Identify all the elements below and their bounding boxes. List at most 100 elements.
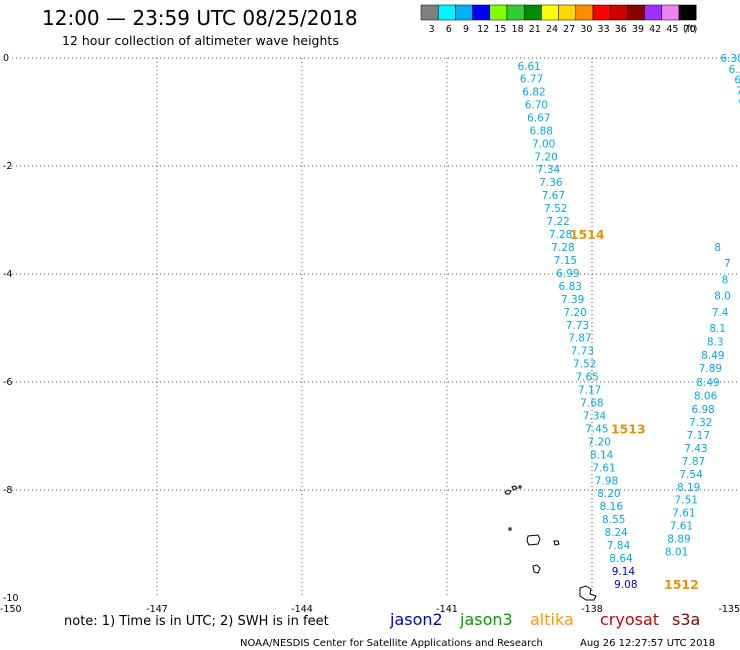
colorbar-label: 33 (598, 24, 610, 35)
colorbar-swatch (420, 4, 439, 21)
swh-value-label: 7.15 (554, 255, 577, 267)
colorbar-label: 70 (684, 24, 696, 35)
swh-value-label: 6.99 (556, 268, 579, 280)
colorbar-swatch (678, 4, 697, 21)
swh-value-label: 8.64 (609, 553, 633, 565)
pass-time-label: 1514 (570, 227, 605, 242)
colorbar-label: 9 (463, 24, 469, 35)
swh-value-label: 7.73 (571, 346, 594, 358)
swh-value-label: 7.51 (675, 495, 698, 507)
swh-value-label: 8.19 (677, 482, 700, 494)
swh-value-label: 8.55 (602, 514, 625, 526)
swh-value-label: 7.87 (568, 333, 591, 345)
swh-value-label: 7 (724, 258, 731, 270)
swh-value-label: 6. (734, 75, 740, 87)
x-tick-label: -141 (436, 604, 458, 615)
x-tick-label: -147 (146, 604, 168, 615)
colorbar-swatch (592, 4, 611, 21)
footer-credit: NOAA/NESDIS Center for Satellite Applica… (240, 638, 543, 649)
swh-value-label: 7.45 (585, 423, 608, 435)
y-tick-label: -10 (3, 593, 19, 604)
colorbar-swatch (644, 4, 663, 21)
swh-value-label: 7.52 (544, 203, 567, 215)
swh-value-label: 7.52 (573, 359, 596, 371)
swh-value-label: 7.32 (689, 417, 712, 429)
swh-value-label: 8 (714, 242, 721, 254)
swh-value-label: 8.20 (597, 488, 620, 500)
swh-value-label: 7.61 (672, 508, 695, 520)
colorbar-label: 39 (632, 24, 644, 35)
swh-value-label: 7.68 (580, 398, 603, 410)
swh-value-label: 7.34 (583, 410, 607, 422)
swh-value-label: 7.00 (532, 138, 555, 150)
x-tick-label: -150 (0, 604, 22, 615)
swh-value-label: 6.77 (520, 74, 543, 86)
y-tick-label: 0 (3, 53, 9, 64)
swh-value-label: 6.82 (522, 86, 545, 98)
colorbar-label: 18 (512, 24, 524, 35)
colorbar-swatch (489, 4, 508, 21)
legend-cryosat: cryosat (600, 610, 659, 629)
pass-time-label: 1513 (611, 421, 646, 436)
colorbar-label: 42 (649, 24, 661, 35)
swh-value-label: 8.01 (665, 547, 688, 559)
swh-value-label: 8.14 (590, 449, 614, 461)
swh-value-label: 7.34 (537, 164, 561, 176)
colorbar-label: 3 (429, 24, 435, 35)
swh-value-label: 7.87 (682, 456, 705, 468)
island-outline (518, 485, 522, 489)
legend-s3a: s3a (672, 610, 700, 629)
y-tick-label: -2 (3, 161, 12, 172)
colorbar-swatch (455, 4, 473, 21)
swh-value-label: 9.08 (614, 579, 637, 591)
swh-value-label: 8 (722, 274, 729, 286)
colorbar-label: 6 (446, 24, 452, 35)
colorbar-swatch (558, 4, 577, 21)
colorbar-swatch (523, 4, 542, 21)
swh-value-label: 7.67 (542, 190, 565, 202)
swh-value-label: 7.54 (679, 469, 703, 481)
swh-value-label: 6.3 (729, 64, 740, 76)
colorbar-label: 12 (477, 24, 489, 35)
colorbar-label: 30 (580, 24, 592, 35)
swh-value-label: 7.20 (563, 307, 586, 319)
swh-value-label: 8.24 (604, 527, 628, 539)
swh-value-label: 8.1 (709, 323, 726, 335)
swh-value-label: 7.61 (592, 462, 615, 474)
swh-value-label: 7.17 (687, 430, 710, 442)
swh-value-label: 9.14 (612, 566, 636, 578)
swh-value-label: 7.4 (712, 307, 729, 319)
swh-value-label: 8.89 (667, 534, 690, 546)
legend-jason2: jason2 (389, 610, 443, 629)
colorbar-swatch (627, 4, 645, 21)
swh-value-label: 6.98 (691, 404, 714, 416)
swh-value-label: 7.61 (670, 521, 693, 533)
pass-time-label: 1512 (664, 577, 699, 592)
swh-value-label: 7.17 (578, 385, 601, 397)
swh-value-label: 6.70 (525, 99, 548, 111)
y-tick-label: -4 (3, 269, 12, 280)
colorbar-swatch (609, 4, 628, 21)
island-outline (508, 527, 512, 531)
colorbar-label: 36 (615, 24, 627, 35)
swh-value-label: 7.73 (566, 320, 589, 332)
legend-jason3: jason3 (459, 610, 513, 629)
swh-value-label: 6.67 (527, 112, 550, 124)
swh-value-label: 7.98 (595, 475, 618, 487)
colorbar-swatch (437, 4, 456, 21)
swh-value-label: 8.3 (707, 337, 724, 349)
swh-value-label: 6.83 (559, 281, 582, 293)
swh-value-label: 7.84 (607, 540, 631, 552)
swh-value-label: 7.20 (534, 151, 557, 163)
swh-value-label: 8.49 (696, 377, 719, 389)
swh-value-label: 7.65 (575, 372, 598, 384)
colorbar-swatch (575, 4, 594, 21)
swh-value-label: 8.16 (600, 501, 624, 513)
x-tick-label: -135 (718, 604, 740, 615)
swh-value-label: 7.22 (546, 216, 569, 228)
swh-value-label: 7.36 (539, 177, 563, 189)
swh-value-label: 6.38 (720, 53, 740, 65)
swh-value-label: 7.39 (561, 294, 584, 306)
colorbar-swatch (472, 4, 491, 21)
